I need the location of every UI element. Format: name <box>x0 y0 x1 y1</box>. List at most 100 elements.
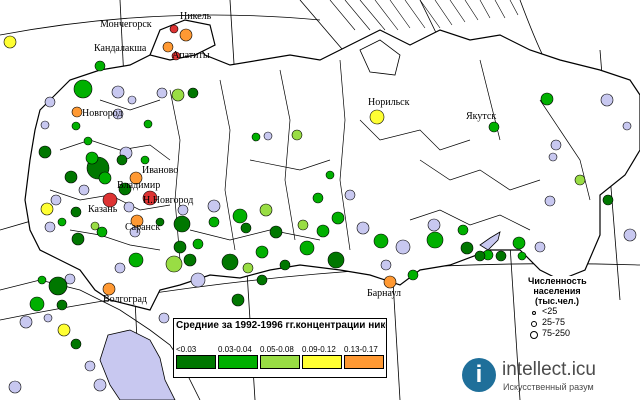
station-dot <box>73 79 93 99</box>
station-dot <box>548 152 558 162</box>
station-dot <box>165 255 183 273</box>
legend-classes: <0.03 0.03-0.04 0.05-0.08 0.09-0.12 0.13… <box>176 345 384 373</box>
station-dot <box>407 269 419 281</box>
station-dot <box>602 194 614 206</box>
station-dot <box>183 253 197 267</box>
population-class: <25 <box>528 306 586 317</box>
taymyr-lake <box>359 39 401 76</box>
population-class-label: 25-75 <box>542 317 566 327</box>
station-dot <box>259 203 273 217</box>
legend-swatch <box>302 355 342 369</box>
station-dot <box>29 296 45 312</box>
station-dot <box>240 222 252 234</box>
station-dot <box>130 214 144 228</box>
label-barnaul: Барнаул <box>367 288 401 299</box>
station-dot <box>156 87 168 99</box>
station-dot <box>460 241 474 255</box>
station-dot <box>427 218 441 232</box>
station-dot <box>279 259 291 271</box>
station-dot <box>143 119 153 129</box>
station-dot <box>356 221 370 235</box>
label-kandalaksha: Кандалакша <box>94 43 147 54</box>
station-dot <box>517 251 527 261</box>
station-dot <box>544 195 556 207</box>
station-dot <box>179 28 193 42</box>
legend-swatch <box>260 355 300 369</box>
station-dot <box>43 313 53 323</box>
logo-icon: i <box>462 358 496 392</box>
legend-class-3: 0.05-0.08 <box>260 345 300 369</box>
label-yakutsk: Якутск <box>466 111 496 122</box>
station-dot <box>37 275 47 285</box>
station-dot <box>129 226 141 238</box>
station-dot <box>114 262 126 274</box>
station-dot <box>71 121 81 131</box>
population-class-label: <25 <box>542 306 558 316</box>
caspian-sea <box>99 329 176 400</box>
station-dot <box>325 170 335 180</box>
legend-class-5: 0.13-0.17 <box>344 345 384 369</box>
legend-swatch <box>176 355 216 369</box>
station-dot <box>383 275 397 289</box>
station-dot <box>534 241 546 253</box>
station-dot <box>177 204 189 216</box>
station-dot <box>123 201 135 213</box>
station-dot <box>192 238 204 250</box>
station-dot <box>331 211 345 225</box>
station-dot <box>622 121 632 131</box>
label-saransk: Саранск <box>125 222 160 233</box>
station-dot <box>395 239 411 255</box>
logo-tagline: Искусственный разум <box>503 382 594 392</box>
station-dot <box>127 95 137 105</box>
baikal-lake <box>479 231 501 251</box>
station-dot <box>344 189 356 201</box>
station-dot <box>71 232 85 246</box>
city-labels: Мончегорск Никель Кандалакша Апатиты Нов… <box>82 11 496 305</box>
label-norilsk: Норильск <box>368 97 410 108</box>
station-dot <box>70 338 82 350</box>
station-dot <box>574 174 586 186</box>
station-dot <box>600 93 614 107</box>
station-dot <box>474 250 486 262</box>
station-dot <box>64 170 78 184</box>
station-dot <box>98 171 112 185</box>
station-dot <box>158 312 170 324</box>
station-dot <box>93 378 107 392</box>
population-legend: Численность населения (тыс.чел.) <25 25-… <box>528 276 587 376</box>
station-dot <box>40 120 50 130</box>
station-dot <box>50 194 62 206</box>
station-dot <box>251 132 261 142</box>
legend-class-4: 0.09-0.12 <box>302 345 342 369</box>
station-dot <box>171 88 185 102</box>
station-dot <box>155 217 165 227</box>
label-vladimir: Владимир <box>117 180 160 191</box>
population-class: 75-250 <box>528 328 586 339</box>
station-dot <box>44 221 56 233</box>
station-dot <box>208 216 220 228</box>
station-dot <box>232 208 248 224</box>
legend-class-1: <0.03 <box>176 345 216 369</box>
station-dot <box>71 106 83 118</box>
station-dot <box>256 274 268 286</box>
station-dot <box>8 380 22 394</box>
site-logo[interactable]: i intellect.icu Искусственный разум <box>456 352 640 400</box>
station-dot <box>623 228 637 242</box>
station-dot <box>112 108 124 120</box>
station-dot <box>83 136 93 146</box>
legend-title: Средние за 1992-1996 гг.концентрации ник… <box>176 320 386 331</box>
station-dot <box>70 206 82 218</box>
logo-name: intellect.icu <box>502 359 596 380</box>
station-dot <box>488 121 500 133</box>
station-dot <box>173 240 187 254</box>
label-novgorod: Новгород <box>82 108 123 119</box>
legend-swatch <box>344 355 384 369</box>
station-dot <box>457 224 469 236</box>
legend-class-label: 0.05-0.08 <box>260 345 294 354</box>
population-class: 25-75 <box>528 317 586 328</box>
station-dot <box>40 202 54 216</box>
station-dot <box>96 226 108 238</box>
station-dot <box>173 215 191 233</box>
legend-swatch <box>218 355 258 369</box>
station-dot <box>38 145 52 159</box>
